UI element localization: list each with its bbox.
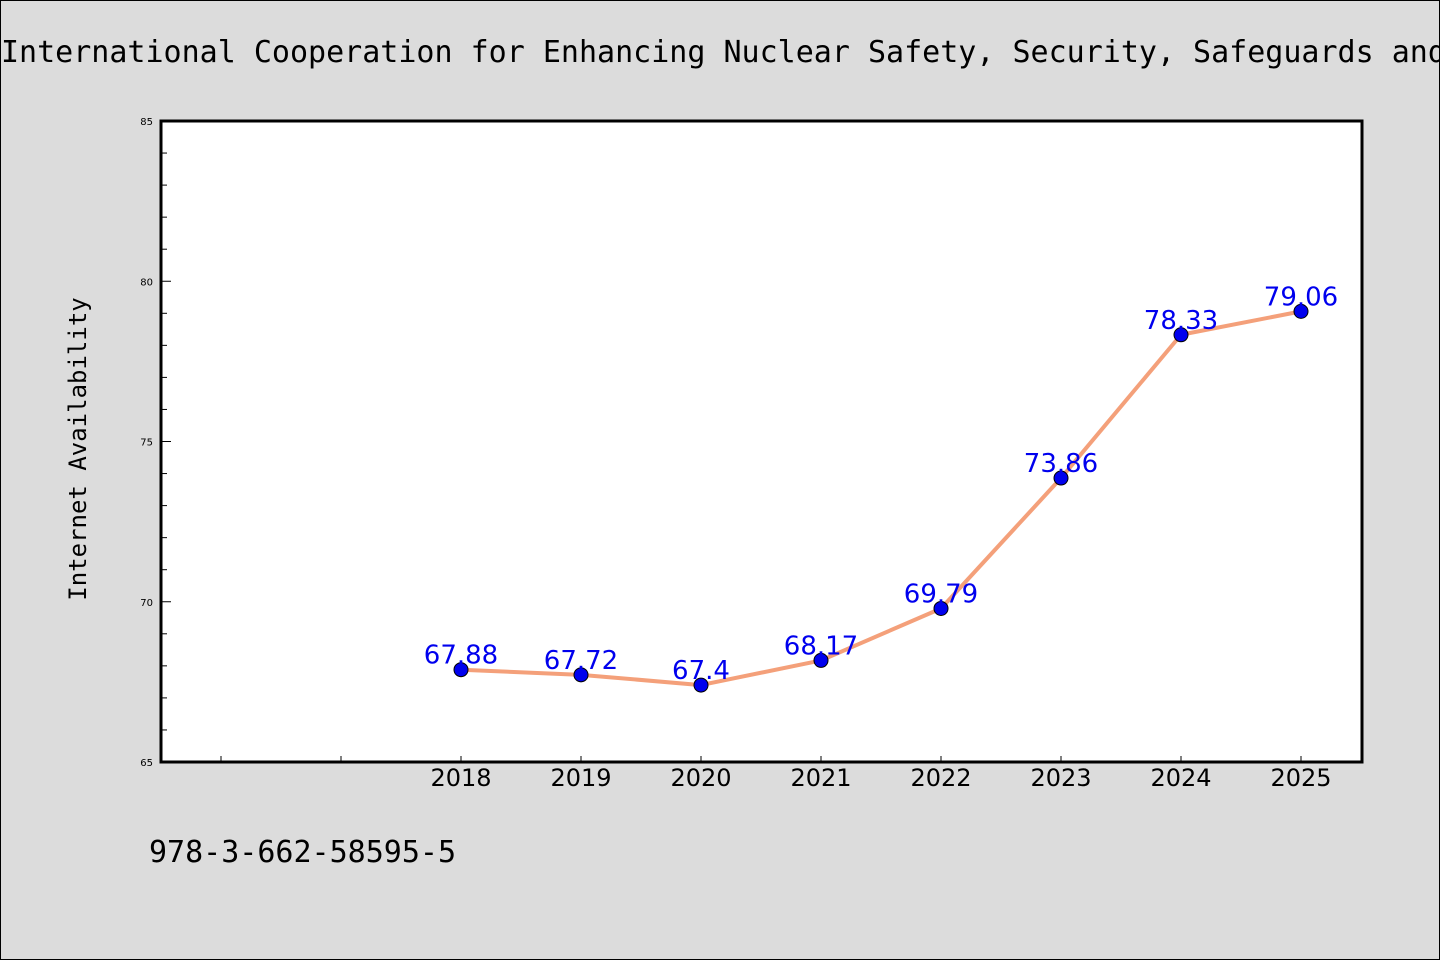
y-tick-label: 85	[140, 117, 153, 128]
data-label: 67.72	[544, 646, 618, 676]
data-point	[813, 652, 829, 668]
x-tick-label: 2022	[910, 764, 971, 792]
y-tick-label: 80	[140, 277, 153, 288]
y-tick-label: 70	[140, 598, 153, 609]
data-point	[933, 600, 949, 616]
data-label: 73.86	[1024, 449, 1098, 479]
plot-area	[159, 119, 1364, 764]
data-label: 67.88	[424, 641, 498, 671]
x-tick-label: 2020	[670, 764, 731, 792]
data-point	[1293, 303, 1309, 319]
data-point	[453, 662, 469, 678]
data-label: 68.17	[784, 631, 858, 661]
chart-title: International Cooperation for Enhancing …	[1, 35, 1440, 70]
y-axis: 65 70 75 80 85	[140, 117, 171, 769]
footnote-isbn: 978-3-662-58595-5	[149, 835, 457, 870]
series-line	[460, 309, 1302, 688]
data-label: 67.4	[672, 656, 730, 686]
data-label: 78.33	[1144, 306, 1218, 336]
data-point	[573, 667, 589, 683]
x-tick-label: 2021	[790, 764, 851, 792]
x-tick-label: 2019	[550, 764, 611, 792]
data-point	[1053, 470, 1069, 486]
y-tick-label: 75	[140, 438, 153, 449]
data-label: 79.06	[1264, 282, 1338, 312]
x-tick-label: 2024	[1150, 764, 1211, 792]
y-tick-label: 65	[140, 758, 153, 769]
x-axis: 2018 2019 2020 2021 2022 2023 2024 2025	[220, 756, 1332, 792]
x-tick-label: 2023	[1030, 764, 1091, 792]
x-tick-label: 2018	[430, 764, 491, 792]
x-tick-label: 2025	[1270, 764, 1331, 792]
data-point	[1173, 327, 1189, 343]
data-point	[693, 677, 709, 693]
series-group: 67.88 67.72 67.4 68.17 69.79 73.86 78.33 79.06	[424, 282, 1338, 693]
data-label: 69.79	[904, 579, 978, 609]
